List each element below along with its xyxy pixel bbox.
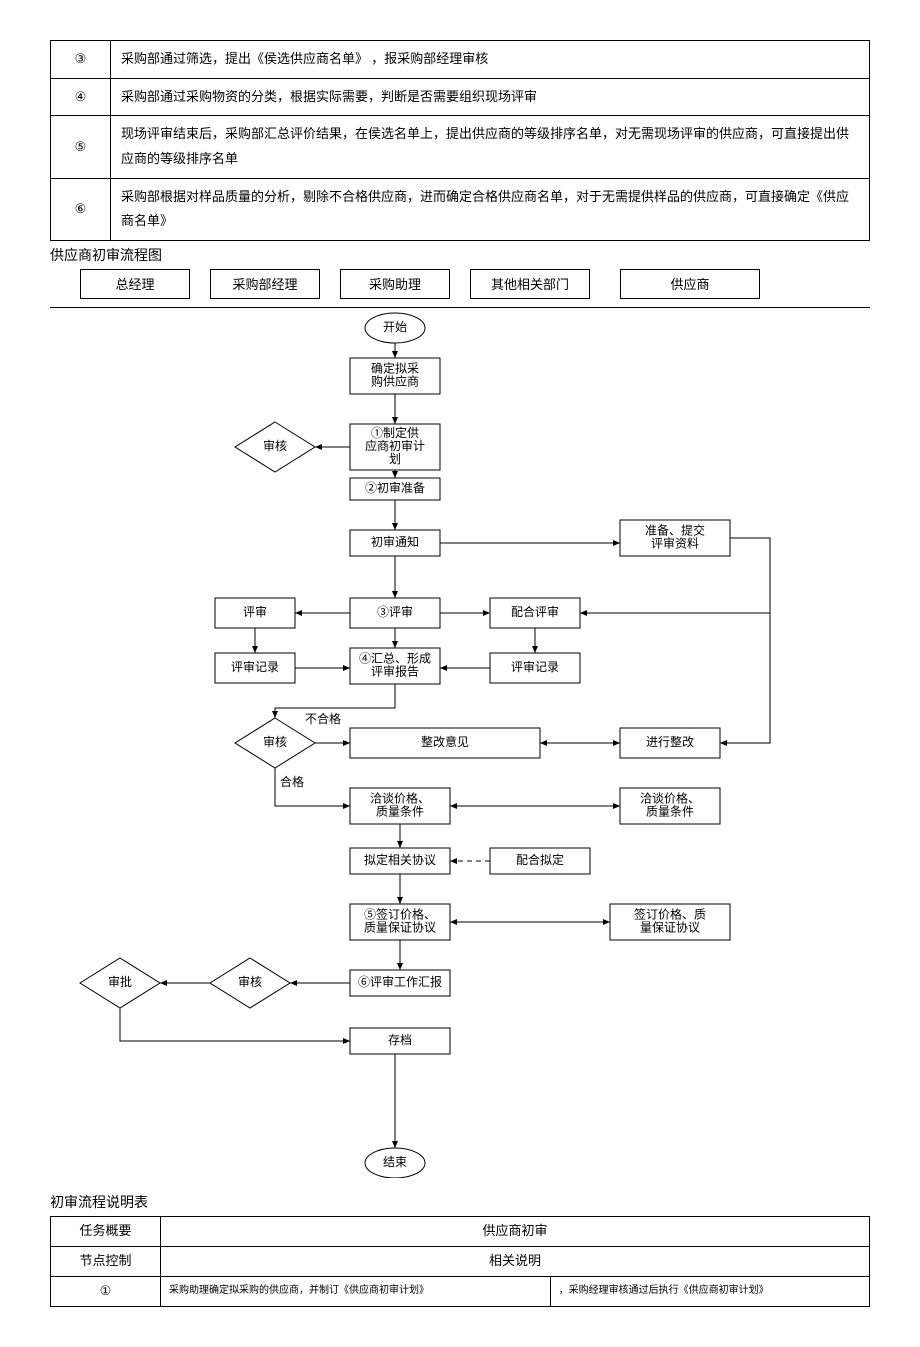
svg-text:质量条件: 质量条件 <box>376 804 424 818</box>
step-text: 采购部根据对样品质量的分析，剔除不合格供应商，进而确定合格供应商名单，对于无需提… <box>111 178 870 240</box>
lane-header: 总经理 <box>80 269 190 299</box>
svg-text:⑥评审工作汇报: ⑥评审工作汇报 <box>358 974 442 989</box>
svg-text:③评审: ③评审 <box>377 604 413 619</box>
lane-header: 其他相关部门 <box>470 269 590 299</box>
bot-r1-val: 供应商初审 <box>161 1217 870 1247</box>
svg-text:质量条件: 质量条件 <box>646 804 694 818</box>
lane-header: 供应商 <box>620 269 760 299</box>
svg-text:进行整改: 进行整改 <box>646 734 694 749</box>
svg-text:审核: 审核 <box>263 438 287 453</box>
svg-text:审核: 审核 <box>238 974 262 989</box>
svg-text:审核: 审核 <box>263 734 287 749</box>
svg-text:④汇总、形成: ④汇总、形成 <box>359 651 431 665</box>
step-num: ④ <box>51 78 111 116</box>
lane-header: 采购部经理 <box>210 269 320 299</box>
bottom-table-caption: 初审流程说明表 <box>50 1192 870 1212</box>
bot-r2-val: 相关说明 <box>161 1246 870 1276</box>
svg-text:量保证协议: 量保证协议 <box>640 919 700 934</box>
svg-text:审批: 审批 <box>108 974 132 989</box>
bot-r3-a: 采购助理确定拟采购的供应商，并制订《供应商初审计划》 <box>161 1276 551 1306</box>
step-num: ⑥ <box>51 178 111 240</box>
bot-r2-label: 节点控制 <box>51 1246 161 1276</box>
svg-text:评审资料: 评审资料 <box>651 535 699 550</box>
step-num: ③ <box>51 41 111 79</box>
lane-header: 采购助理 <box>340 269 450 299</box>
svg-text:配合评审: 配合评审 <box>511 604 559 619</box>
step-text: 采购部通过筛选，提出《侯选供应商名单》 ，报采购部经理审核 <box>111 41 870 79</box>
svg-text:配合拟定: 配合拟定 <box>516 852 564 867</box>
svg-text:评审报告: 评审报告 <box>371 663 419 678</box>
bot-r1-label: 任务概要 <box>51 1217 161 1247</box>
svg-text:应商初审计: 应商初审计 <box>365 438 425 453</box>
flow-arrow <box>120 1008 350 1041</box>
svg-text:签订价格、质: 签订价格、质 <box>634 906 706 921</box>
svg-text:结束: 结束 <box>383 1155 407 1169</box>
bot-r3-num: ① <box>51 1276 161 1306</box>
top-steps-table: ③采购部通过筛选，提出《侯选供应商名单》 ，报采购部经理审核④采购部通过采购物资… <box>50 40 870 241</box>
bottom-desc-table: 任务概要 供应商初审 节点控制 相关说明 ① 采购助理确定拟采购的供应商，并制订… <box>50 1216 870 1306</box>
step-text: 现场评审结束后，采购部汇总评价结果，在侯选名单上，提出供应商的等级排序名单，对无… <box>111 116 870 178</box>
svg-text:⑤签订价格、: ⑤签订价格、 <box>364 906 436 921</box>
svg-text:评审: 评审 <box>243 604 267 619</box>
svg-text:洽谈价格、: 洽谈价格、 <box>370 790 430 805</box>
svg-text:确定拟采: 确定拟采 <box>371 360 419 375</box>
svg-text:评审记录: 评审记录 <box>231 659 279 674</box>
step-num: ⑤ <box>51 116 111 178</box>
svg-text:划: 划 <box>389 452 401 466</box>
step-text: 采购部通过采购物资的分类，根据实际需要，判断是否需要组织现场评审 <box>111 78 870 116</box>
svg-text:购供应商: 购供应商 <box>371 373 419 388</box>
flowchart-caption: 供应商初审流程图 <box>50 245 870 265</box>
svg-text:整改意见: 整改意见 <box>421 734 469 749</box>
bot-r3-b: ，采购经理审核通过后执行《供应商初审计划》 <box>550 1276 869 1306</box>
svg-text:洽谈价格、: 洽谈价格、 <box>640 790 700 805</box>
svg-text:初审通知: 初审通知 <box>371 534 419 549</box>
svg-text:开始: 开始 <box>383 320 407 334</box>
flow-arrow <box>720 613 770 743</box>
flowchart: 开始结束 确定拟采购供应商 ①制定供应商初审计划 ②初审准备初审通知 准备、提交评审资料… <box>50 308 870 1178</box>
svg-text:②初审准备: ②初审准备 <box>365 480 425 495</box>
svg-text:质量保证协议: 质量保证协议 <box>364 919 436 934</box>
svg-text:准备、提交: 准备、提交 <box>645 522 705 537</box>
svg-text:①制定供: ①制定供 <box>371 425 419 440</box>
svg-text:评审记录: 评审记录 <box>511 659 559 674</box>
svg-text:合格: 合格 <box>280 774 304 789</box>
svg-text:拟定相关协议: 拟定相关协议 <box>364 852 436 867</box>
svg-text:不合格: 不合格 <box>305 711 341 726</box>
svg-text:存档: 存档 <box>388 1033 412 1047</box>
lane-headers: 总经理采购部经理采购助理其他相关部门供应商 <box>50 269 870 309</box>
